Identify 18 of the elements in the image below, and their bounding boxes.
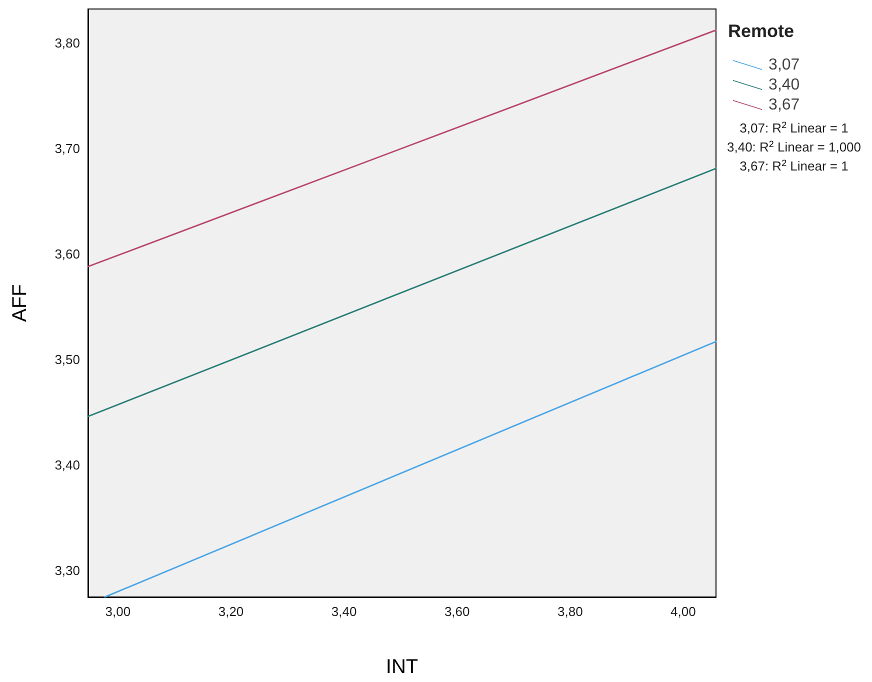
- y-tick-label: 3,50: [54, 352, 80, 367]
- x-tick-label: 3,60: [444, 604, 470, 619]
- x-tick-label: 3,20: [218, 604, 244, 619]
- x-tick-label: 3,80: [558, 604, 583, 619]
- legend-label: 3,67: [768, 96, 800, 114]
- legend-title: Remote: [728, 21, 794, 41]
- y-axis-title: AFF: [9, 284, 31, 322]
- y-tick-label: 3,80: [54, 35, 80, 50]
- y-tick-label: 3,40: [54, 458, 80, 473]
- legend-label: 3,07: [768, 56, 800, 74]
- x-axis-title: INT: [386, 656, 418, 678]
- y-tick-label: 3,70: [54, 140, 80, 156]
- y-tick-label: 3,60: [54, 246, 80, 262]
- y-tick-label: 3,30: [54, 563, 80, 578]
- x-tick-label: 3,00: [105, 604, 131, 619]
- legend-label: 3,40: [768, 76, 800, 94]
- x-tick-label: 4,00: [670, 604, 696, 619]
- x-tick-label: 3,40: [331, 604, 357, 619]
